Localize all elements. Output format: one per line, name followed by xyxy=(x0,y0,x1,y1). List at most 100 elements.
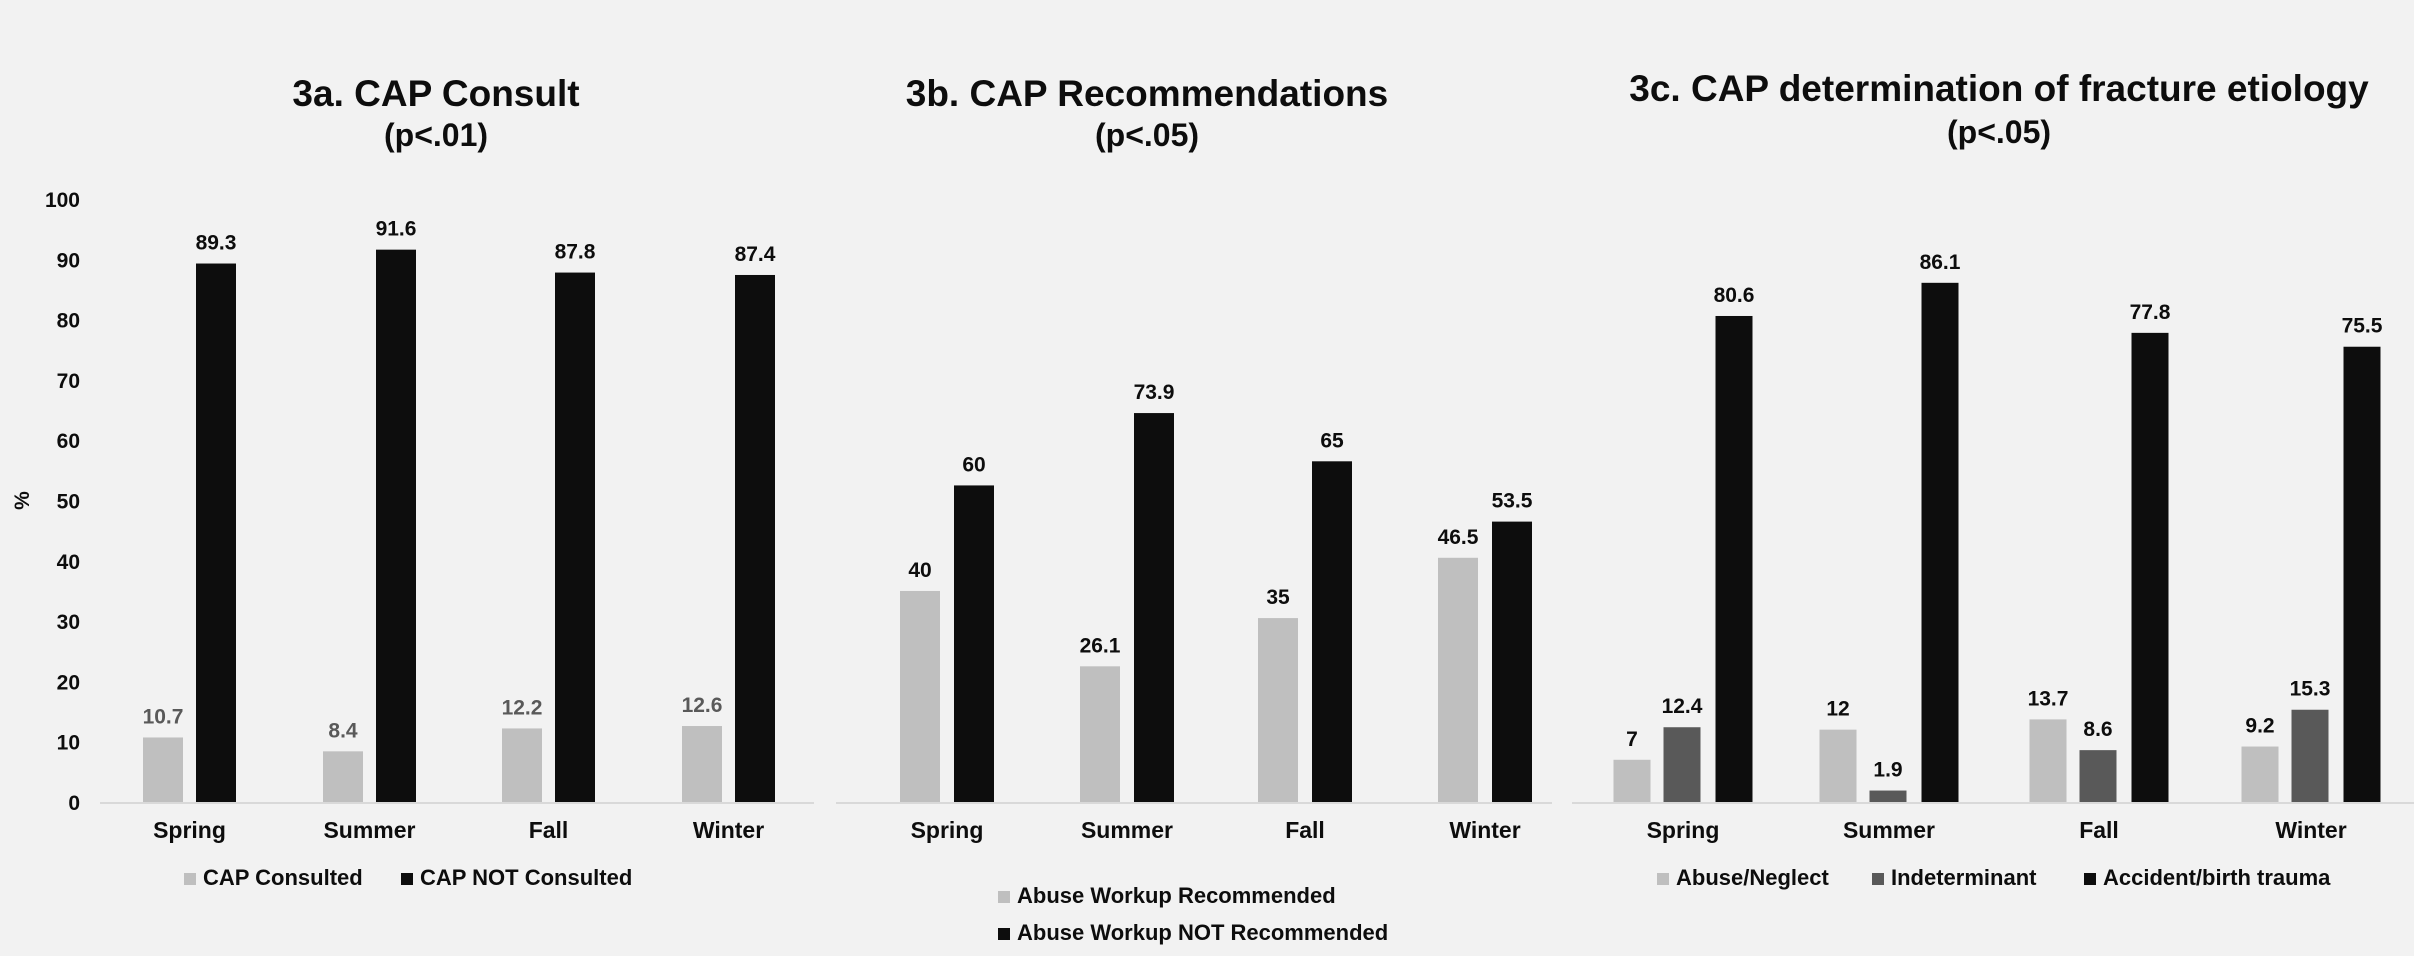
data-label: 80.6 xyxy=(1714,284,1755,307)
data-label: 89.3 xyxy=(196,232,237,255)
chart-subtitle: (p<.05) xyxy=(1095,117,1199,153)
data-label: 10.7 xyxy=(143,705,184,728)
chart-panel-1: 3a. CAP Consult(p<.01) 10.7 8.4 12.2 12.6 89.… xyxy=(100,73,814,890)
bar xyxy=(1438,557,1478,802)
chart-title: 3c. CAP determination of fracture etiolo… xyxy=(1629,68,2369,109)
data-label: 86.1 xyxy=(1920,251,1961,274)
data-label: 53.5 xyxy=(1492,490,1533,513)
y-tick-label: 0 xyxy=(68,792,80,815)
legend-label: CAP NOT Consulted xyxy=(420,865,632,890)
bar xyxy=(1819,729,1857,802)
legend-label: CAP Consulted xyxy=(203,865,363,890)
data-label: 87.4 xyxy=(735,243,776,266)
x-tick-label: Spring xyxy=(153,817,226,843)
bar xyxy=(954,485,994,802)
legend-swatch xyxy=(998,891,1010,903)
data-label: 40 xyxy=(908,559,931,582)
bar xyxy=(900,590,940,802)
legend-label: Abuse/Neglect xyxy=(1676,865,1829,890)
bar xyxy=(1134,413,1174,802)
data-label: 77.8 xyxy=(2130,301,2171,324)
data-label: 7 xyxy=(1626,728,1638,751)
legend-label: Accident/birth trauma xyxy=(2103,865,2331,890)
x-tick-label: Spring xyxy=(1647,817,1720,843)
legend-label: Indeterminant xyxy=(1891,865,2037,890)
x-tick-label: Summer xyxy=(1843,817,1935,843)
bar xyxy=(2343,346,2381,802)
legend-swatch xyxy=(1657,873,1669,885)
bar xyxy=(143,737,183,802)
bar xyxy=(1921,282,1959,802)
data-label: 1.9 xyxy=(1873,759,1902,782)
data-label: 12.4 xyxy=(1662,695,1703,718)
y-tick-label: 50 xyxy=(57,491,80,514)
x-tick-label: Fall xyxy=(529,817,569,843)
y-tick-label: 20 xyxy=(57,671,80,694)
data-label: 91.6 xyxy=(376,218,417,241)
bar xyxy=(1312,461,1352,802)
y-tick-label: 10 xyxy=(57,732,80,755)
y-tick-label: 100 xyxy=(45,189,80,212)
bar xyxy=(1869,790,1907,802)
y-axis-label: % xyxy=(11,491,34,510)
bar xyxy=(376,249,416,803)
x-tick-label: Fall xyxy=(1285,817,1325,843)
bar xyxy=(1080,666,1120,802)
data-label: 13.7 xyxy=(2028,687,2069,710)
bar xyxy=(502,728,542,802)
data-label: 75.5 xyxy=(2342,315,2383,338)
chart-title: 3a. CAP Consult xyxy=(292,73,579,114)
bar xyxy=(682,726,722,802)
data-label: 73.9 xyxy=(1134,381,1175,404)
y-tick-label: 70 xyxy=(57,370,80,393)
bar xyxy=(2291,709,2329,802)
legend-swatch xyxy=(2084,873,2096,885)
chart-panel-2: 3b. CAP Recommendations(p<.05) 40 26.1 35 46… xyxy=(836,73,1552,945)
y-tick-label: 90 xyxy=(57,249,80,272)
data-label: 46.5 xyxy=(1438,526,1479,549)
data-label: 12.2 xyxy=(502,696,543,719)
data-label: 9.2 xyxy=(2245,715,2274,738)
bar xyxy=(1663,727,1701,802)
chart-panel-3: 3c. CAP determination of fracture etiolo… xyxy=(1572,68,2414,890)
bar xyxy=(323,751,363,802)
data-label: 87.8 xyxy=(555,241,596,264)
y-tick-label: 40 xyxy=(57,551,80,574)
legend-swatch xyxy=(184,873,196,885)
bar xyxy=(555,272,595,802)
bar xyxy=(1258,618,1298,802)
x-tick-label: Winter xyxy=(1449,817,1520,843)
x-tick-label: Winter xyxy=(693,817,764,843)
x-tick-label: Winter xyxy=(2275,817,2346,843)
data-label: 60 xyxy=(962,453,985,476)
x-tick-label: Spring xyxy=(911,817,984,843)
chart-subtitle: (p<.05) xyxy=(1947,114,2051,150)
bar xyxy=(2079,750,2117,802)
bar xyxy=(1613,759,1651,802)
chart-title: 3b. CAP Recommendations xyxy=(906,73,1388,114)
data-label: 12 xyxy=(1826,698,1849,721)
bar xyxy=(196,263,236,802)
data-label: 26.1 xyxy=(1080,634,1121,657)
data-label: 8.6 xyxy=(2083,718,2112,741)
legend-swatch xyxy=(401,873,413,885)
data-label: 35 xyxy=(1266,586,1290,609)
data-label: 15.3 xyxy=(2290,678,2331,701)
y-tick-label: 80 xyxy=(57,310,80,333)
bar xyxy=(735,274,775,802)
x-tick-label: Summer xyxy=(1081,817,1173,843)
bar xyxy=(1715,315,1753,802)
bar xyxy=(2241,746,2279,802)
chart-subtitle: (p<.01) xyxy=(384,117,488,153)
x-tick-label: Summer xyxy=(323,817,415,843)
x-tick-label: Fall xyxy=(2079,817,2119,843)
legend-swatch xyxy=(1872,873,1884,885)
y-tick-label: 30 xyxy=(57,611,80,634)
data-label: 65 xyxy=(1320,429,1344,452)
legend-label: Abuse Workup NOT Recommended xyxy=(1017,920,1388,945)
data-label: 8.4 xyxy=(328,719,358,742)
bar xyxy=(2131,332,2169,802)
legend-label: Abuse Workup Recommended xyxy=(1017,883,1336,908)
